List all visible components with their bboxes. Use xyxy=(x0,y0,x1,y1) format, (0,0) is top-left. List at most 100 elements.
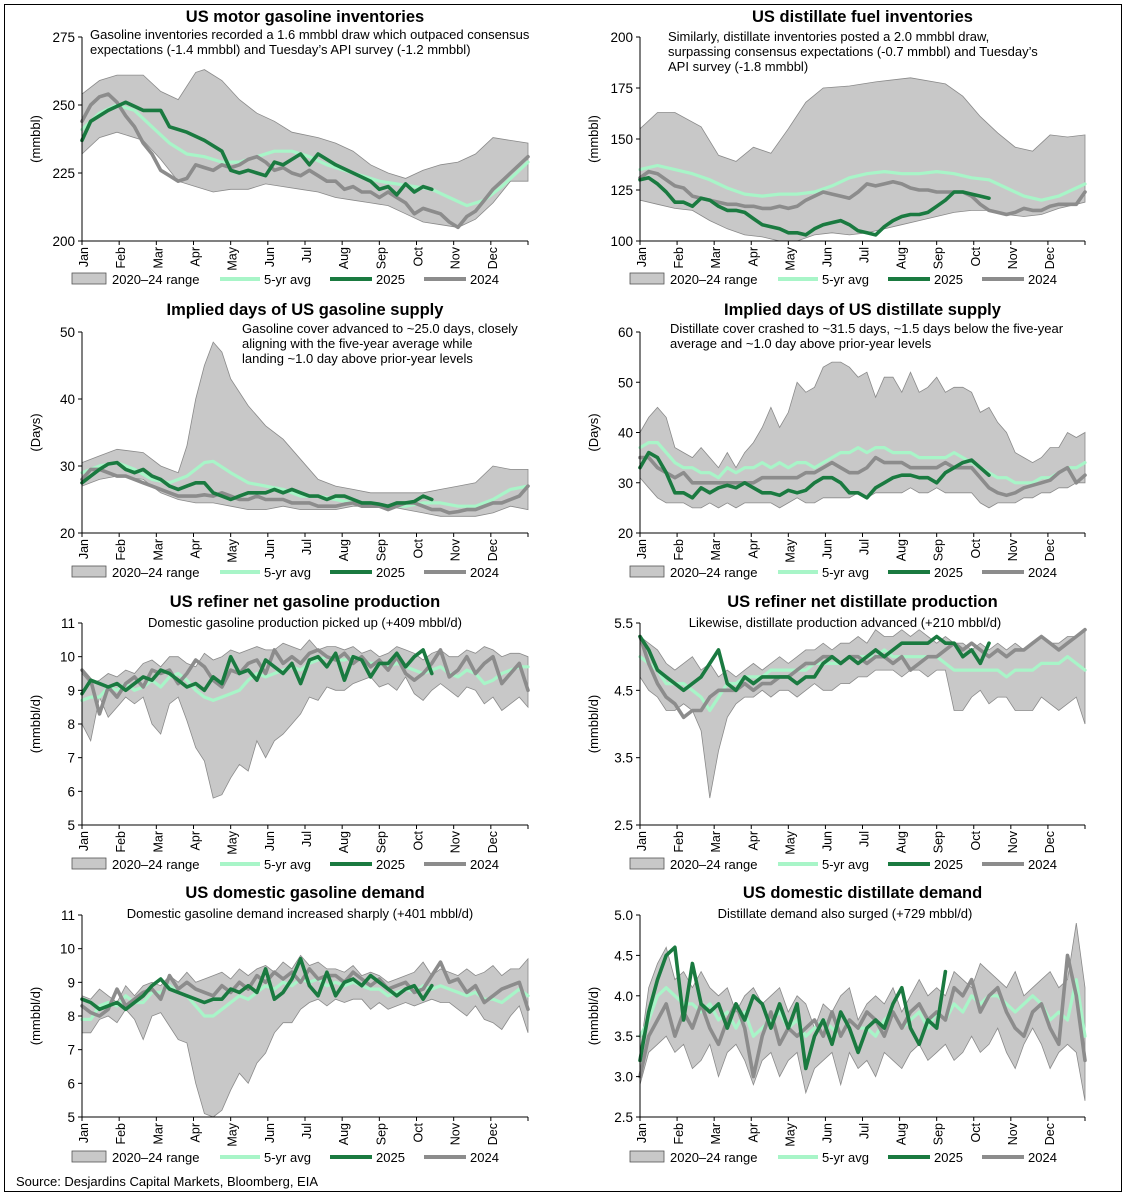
chart-annotation: Likewise, distillate production advanced… xyxy=(689,615,1002,630)
x-tick-label: Aug xyxy=(337,831,351,853)
x-tick-label: Apr xyxy=(746,247,760,266)
legend-label-2024: 2024 xyxy=(470,565,499,580)
legend-swatch-range xyxy=(629,272,665,285)
legend-label-avg: 5-yr avg xyxy=(822,1150,869,1165)
chart-gas-days: Implied days of US gasoline supply 20 30 40… xyxy=(28,301,530,580)
chart-title: US refiner net distillate production xyxy=(727,593,997,611)
x-tick-label: Nov xyxy=(449,246,463,269)
chart-legend: 2020–24 range 5-yr avg 2025 2024 xyxy=(629,565,1057,580)
x-tick-label: Oct xyxy=(412,538,426,558)
legend-label-2025: 2025 xyxy=(934,857,963,872)
x-tick-label: Sep xyxy=(932,247,946,269)
chart-legend: 2020–24 range 5-yr avg 2025 2024 xyxy=(629,272,1057,287)
range-band xyxy=(639,77,1086,242)
x-tick-label: Jan xyxy=(77,539,91,559)
x-tick-label: Dec xyxy=(1043,1123,1057,1145)
legend-swatch-range xyxy=(71,272,107,285)
x-tick-label: Nov xyxy=(449,1122,463,1145)
series-line-2024 xyxy=(80,648,530,716)
x-tick-label: Oct xyxy=(969,830,983,850)
range-band xyxy=(639,361,1086,509)
series-line-2024 xyxy=(638,953,1087,1079)
y-tick-label: 2.5 xyxy=(614,1110,633,1125)
y-tick-label: 10 xyxy=(60,942,75,957)
chart-annotation: Domestic gasoline production picked up (… xyxy=(148,615,462,630)
x-tick-label: Jun xyxy=(820,539,834,559)
x-tick-label: Jul xyxy=(858,831,872,847)
legend-swatch-range xyxy=(71,1150,107,1163)
chart-dist-prod: US refiner net distillate production 2.5 3… xyxy=(586,593,1087,872)
legend-label-avg: 5-yr avg xyxy=(264,857,311,872)
x-tick-label: Mar xyxy=(151,539,165,561)
chart-annotation: surpassing consensus expectations (-0.7 … xyxy=(668,44,1038,59)
y-tick-label: 11 xyxy=(61,908,75,923)
legend-swatch-range xyxy=(629,1150,665,1163)
chart-annotation: Distillate demand also surged (+729 mbbl… xyxy=(718,906,973,921)
y-tick-label: 200 xyxy=(610,30,633,45)
range-band xyxy=(81,954,529,1118)
y-tick-label: 30 xyxy=(618,476,633,491)
x-tick-label: Jan xyxy=(635,1123,649,1143)
y-tick-label: 7 xyxy=(67,1043,75,1058)
y-tick-label: 2.5 xyxy=(614,818,633,833)
x-tick-label: Aug xyxy=(337,247,351,269)
x-tick-label: Oct xyxy=(412,246,426,266)
x-tick-label: Jun xyxy=(820,247,834,267)
series-line-2025 xyxy=(80,956,434,1012)
x-tick-label: May xyxy=(226,246,240,270)
chart-title: Implied days of US distillate supply xyxy=(724,301,1002,319)
y-tick-label: 100 xyxy=(610,234,633,249)
chart-legend: 2020–24 range 5-yr avg 2025 2024 xyxy=(71,857,499,872)
x-tick-label: Mar xyxy=(709,831,723,853)
x-tick-label: Mar xyxy=(709,539,723,561)
x-tick-label: May xyxy=(226,538,240,562)
chart-dist-dem: US domestic distillate demand 2.5 3.0 3.5 4.… xyxy=(586,884,1087,1165)
y-tick-label: 175 xyxy=(610,81,633,96)
x-tick-label: May xyxy=(783,538,797,562)
x-tick-label: Mar xyxy=(709,247,723,269)
chart-dist-days: Implied days of US distillate supply 20 30… xyxy=(586,301,1087,580)
x-tick-label: Feb xyxy=(672,539,686,561)
legend-label-avg: 5-yr avg xyxy=(264,565,311,580)
x-tick-label: Jan xyxy=(77,247,91,267)
x-tick-label: Mar xyxy=(151,247,165,269)
x-tick-label: Apr xyxy=(189,831,203,850)
y-tick-label: 10 xyxy=(60,650,75,665)
x-tick-label: Sep xyxy=(932,539,946,561)
y-axis-label: (mmbbl/d) xyxy=(28,695,43,754)
source-note: Source: Desjardins Capital Markets, Bloo… xyxy=(16,1174,319,1189)
x-tick-label: Aug xyxy=(895,247,909,269)
legend-label-avg: 5-yr avg xyxy=(822,565,869,580)
legend-swatch-range xyxy=(71,565,107,578)
chart-annotation: Distillate cover crashed to ~31.5 days, … xyxy=(670,321,1064,336)
legend-label-2025: 2025 xyxy=(376,857,405,872)
x-tick-label: May xyxy=(783,1122,797,1146)
y-axis-label: (Days) xyxy=(28,413,43,451)
x-tick-label: Oct xyxy=(969,1122,983,1142)
legend-label-avg: 5-yr avg xyxy=(264,272,311,287)
y-tick-label: 5 xyxy=(67,818,75,833)
x-tick-label: May xyxy=(783,830,797,854)
legend-label-range: 2020–24 range xyxy=(112,272,199,287)
series-line-2025 xyxy=(80,460,434,509)
x-tick-label: Sep xyxy=(374,247,388,269)
legend-label-range: 2020–24 range xyxy=(670,565,757,580)
x-tick-label: Sep xyxy=(374,539,388,561)
x-tick-label: May xyxy=(226,830,240,854)
x-tick-label: Jun xyxy=(263,1123,277,1143)
x-tick-label: Nov xyxy=(1006,1122,1020,1145)
legend-label-2024: 2024 xyxy=(1028,857,1057,872)
x-tick-label: Apr xyxy=(189,1123,203,1142)
y-tick-label: 4.0 xyxy=(614,989,633,1004)
series-line-5yr-avg xyxy=(638,977,1087,1038)
series-line-2025 xyxy=(638,450,991,500)
y-tick-label: 3.5 xyxy=(614,1029,633,1044)
series-line-5yr-avg xyxy=(638,648,1087,713)
y-tick-label: 5.5 xyxy=(614,616,633,631)
x-tick-label: Jul xyxy=(300,539,314,555)
x-tick-label: Apr xyxy=(189,539,203,558)
chart-annotation: Gasoline cover advanced to ~25.0 days, c… xyxy=(242,321,518,336)
chart-dist-inv: US distillate fuel inventories 100 125 150 1… xyxy=(586,8,1087,287)
series-line-2024 xyxy=(638,455,1087,498)
x-tick-label: Jul xyxy=(300,831,314,847)
